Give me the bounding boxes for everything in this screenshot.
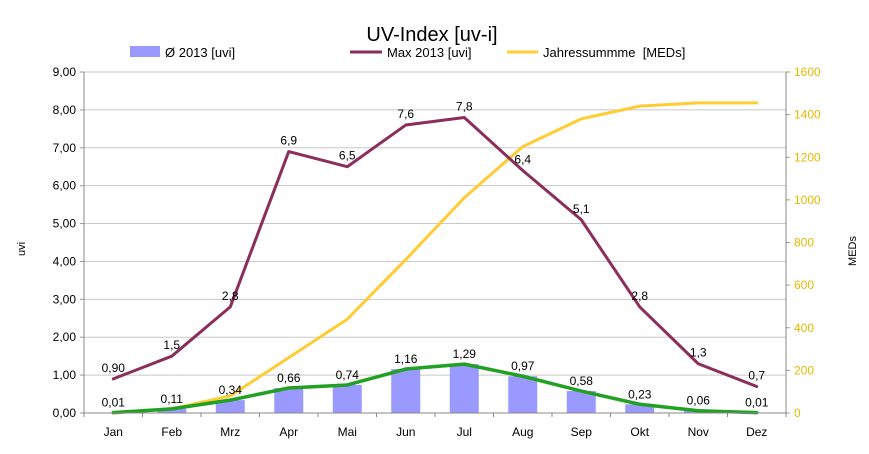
data-label-max: 1,3 bbox=[690, 346, 707, 360]
bar-series bbox=[98, 364, 772, 413]
x-tick-label: Mrz bbox=[220, 425, 240, 439]
data-label-max: 6,9 bbox=[280, 134, 297, 148]
x-tick-label: Jun bbox=[396, 425, 415, 439]
x-tick-label: Feb bbox=[161, 425, 182, 439]
data-label-avg: 0,23 bbox=[628, 387, 652, 401]
legend-label-max: Max 2013 [uvi] bbox=[387, 45, 472, 60]
data-label-avg: 1,29 bbox=[453, 347, 477, 361]
y-tick-label: 3,00 bbox=[53, 292, 77, 306]
legend-label-avg: Ø 2013 [uvi] bbox=[165, 45, 235, 60]
y-tick-label: 4,00 bbox=[53, 254, 77, 268]
data-label-max: 0,90 bbox=[102, 361, 126, 375]
chart-title: UV-Index [uv-i] bbox=[366, 24, 497, 46]
y2-tick-label: 1000 bbox=[794, 193, 821, 207]
data-label-max: 1,5 bbox=[163, 338, 180, 352]
y-tick-label: 8,00 bbox=[53, 103, 77, 117]
bar bbox=[508, 376, 538, 413]
x-tick-label: Dez bbox=[746, 425, 767, 439]
bar bbox=[566, 391, 596, 413]
x-tick-label: Okt bbox=[630, 425, 649, 439]
data-label-max: 6,4 bbox=[514, 153, 531, 167]
y2-tick-label: 1200 bbox=[794, 150, 821, 164]
data-label-avg: 0,01 bbox=[745, 396, 769, 410]
data-label-max: 2,8 bbox=[631, 289, 648, 303]
y-axis-label-right: MEDs bbox=[847, 236, 859, 266]
data-label-max: 7,6 bbox=[397, 107, 414, 121]
x-tick-label: Mai bbox=[338, 425, 357, 439]
data-label-avg: 0,58 bbox=[570, 374, 594, 388]
data-label-avg: 0,06 bbox=[687, 394, 711, 408]
data-label-max: 6,5 bbox=[339, 149, 356, 163]
y2-tick-label: 600 bbox=[794, 278, 814, 292]
x-tick-label: Jul bbox=[457, 425, 472, 439]
y-tick-label: 1,00 bbox=[53, 368, 77, 382]
line-avg-trend bbox=[111, 362, 759, 415]
data-label-avg: 1,16 bbox=[394, 352, 418, 366]
legend-label-annual: Jahressummme [MEDs] bbox=[543, 45, 685, 60]
data-label-max: 2,8 bbox=[222, 289, 239, 303]
bar bbox=[157, 408, 187, 413]
legend: Ø 2013 [uvi] Max 2013 [uvi] Jahressummme… bbox=[130, 45, 685, 60]
y2-tick-label: 0 bbox=[794, 406, 801, 420]
legend-swatch-avg bbox=[130, 46, 160, 57]
y2-tick-label: 1600 bbox=[794, 65, 821, 79]
line-series bbox=[111, 101, 759, 415]
y-tick-label: 2,00 bbox=[53, 330, 77, 344]
data-label-max: 0,7 bbox=[748, 368, 765, 382]
y-tick-label: 0,00 bbox=[53, 406, 77, 420]
y2-tick-label: 800 bbox=[794, 236, 814, 250]
x-tick-label: Nov bbox=[688, 425, 709, 439]
bar bbox=[625, 404, 655, 413]
data-label-max: 7,8 bbox=[456, 99, 473, 113]
bar bbox=[391, 369, 421, 413]
data-label-avg: 0,11 bbox=[161, 392, 184, 406]
y-tick-label: 6,00 bbox=[53, 179, 77, 193]
y2-tick-label: 1400 bbox=[794, 108, 821, 122]
data-label-avg: 0,97 bbox=[511, 359, 535, 373]
x-tick-label: Jan bbox=[104, 425, 123, 439]
data-label-avg: 0,66 bbox=[277, 371, 301, 385]
y-tick-label: 5,00 bbox=[53, 217, 77, 231]
y-tick-label: 9,00 bbox=[53, 65, 77, 79]
bar bbox=[449, 364, 479, 413]
y-tick-label: 7,00 bbox=[53, 141, 77, 155]
bar bbox=[274, 387, 304, 413]
axes: 0,00 1,00 2,00 3,00 4,00 5,00 6,00 7,00 8,00 9,00… bbox=[53, 65, 821, 439]
y-axis-label-left: uvi bbox=[16, 242, 28, 256]
y2-tick-label: 200 bbox=[794, 363, 814, 377]
data-label-max: 5,1 bbox=[573, 202, 590, 216]
gridlines bbox=[84, 71, 786, 414]
x-tick-label: Aug bbox=[512, 425, 533, 439]
y2-tick-label: 400 bbox=[794, 321, 814, 335]
data-label-avg: 0,34 bbox=[219, 383, 243, 397]
bar bbox=[215, 400, 245, 413]
line-annual-meds bbox=[111, 101, 759, 415]
data-label-avg: 0,01 bbox=[102, 396, 126, 410]
line-max-uvi bbox=[111, 115, 759, 388]
data-labels: 0,90 1,5 2,8 6,9 6,5 7,6 7,8 6,4 5,1 2,8 1,3 0,7 0,0… bbox=[102, 99, 769, 409]
x-tick-label: Sep bbox=[571, 425, 593, 439]
x-tick-label: Apr bbox=[279, 425, 298, 439]
data-label-avg: 0,74 bbox=[336, 368, 360, 382]
bar bbox=[332, 384, 362, 413]
